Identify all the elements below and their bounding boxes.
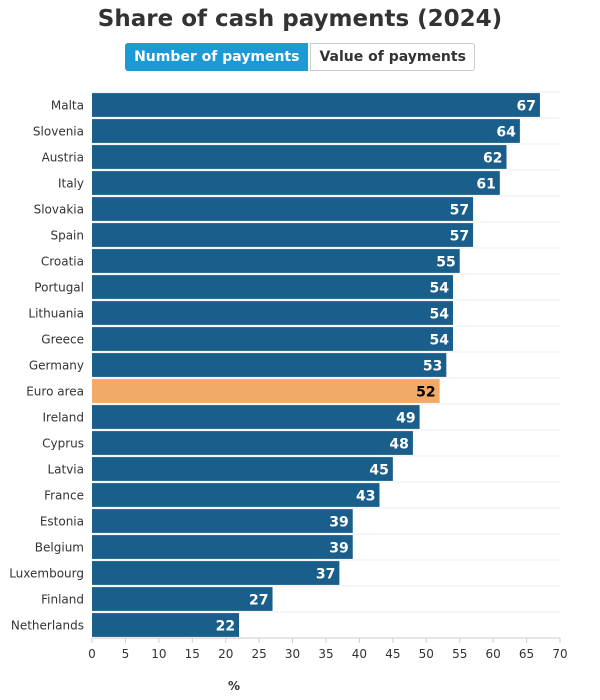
category-label: Cyprus xyxy=(42,437,84,451)
data-label: 57 xyxy=(450,229,469,245)
data-label: 48 xyxy=(389,437,408,453)
data-label: 54 xyxy=(430,281,450,297)
data-label: 55 xyxy=(436,255,455,271)
bar xyxy=(92,249,460,273)
category-label: Lithuania xyxy=(28,307,84,321)
metric-toggle: Number of payments Value of payments xyxy=(0,43,600,71)
data-label: 52 xyxy=(416,385,435,401)
category-label: Latvia xyxy=(47,463,84,477)
data-label: 54 xyxy=(430,333,450,349)
category-label: Austria xyxy=(42,151,84,165)
data-label: 45 xyxy=(369,463,388,479)
data-label: 53 xyxy=(423,359,442,375)
bar xyxy=(92,171,500,195)
bar xyxy=(92,275,454,299)
category-label: Finland xyxy=(41,593,84,607)
category-label: Belgium xyxy=(35,541,84,555)
x-tick-label: 70 xyxy=(552,647,567,661)
x-tick-label: 45 xyxy=(385,647,400,661)
bar xyxy=(92,431,413,455)
data-label: 37 xyxy=(316,567,335,583)
data-label: 39 xyxy=(329,515,348,531)
bar xyxy=(92,197,474,221)
bar xyxy=(92,379,440,403)
category-label: Euro area xyxy=(26,385,84,399)
bar xyxy=(92,353,447,377)
bar xyxy=(92,561,340,585)
x-tick-label: 10 xyxy=(151,647,166,661)
bar xyxy=(92,587,273,611)
x-tick-label: 50 xyxy=(419,647,434,661)
data-label: 62 xyxy=(483,151,502,167)
bar xyxy=(92,93,540,117)
category-label: Portugal xyxy=(34,281,84,295)
category-label: Netherlands xyxy=(11,619,84,633)
x-tick-label: 20 xyxy=(218,647,233,661)
bar xyxy=(92,483,380,507)
category-label: Spain xyxy=(50,229,84,243)
x-tick-label: 30 xyxy=(285,647,300,661)
bar xyxy=(92,145,507,169)
bar xyxy=(92,535,353,559)
category-label: Croatia xyxy=(41,255,84,269)
data-label: 61 xyxy=(476,177,495,193)
category-label: Estonia xyxy=(40,515,84,529)
data-label: 54 xyxy=(430,307,450,323)
category-label: Slovakia xyxy=(34,203,84,217)
data-label: 22 xyxy=(216,619,235,635)
data-label: 57 xyxy=(450,203,469,219)
bar xyxy=(92,457,393,481)
value-of-payments-button[interactable]: Value of payments xyxy=(310,43,475,71)
bar xyxy=(92,223,474,247)
x-axis-label: % xyxy=(228,679,240,693)
x-tick-label: 65 xyxy=(519,647,534,661)
category-label: Greece xyxy=(41,333,84,347)
chart-title: Share of cash payments (2024) xyxy=(97,6,503,32)
data-label: 49 xyxy=(396,411,415,427)
category-label: Malta xyxy=(51,99,84,113)
category-label: France xyxy=(44,489,84,503)
bar xyxy=(92,405,420,429)
bar xyxy=(92,509,353,533)
x-tick-label: 35 xyxy=(318,647,333,661)
data-label: 39 xyxy=(329,541,348,557)
category-label: Italy xyxy=(58,177,84,191)
x-tick-label: 25 xyxy=(252,647,267,661)
data-label: 27 xyxy=(249,593,268,609)
category-label: Ireland xyxy=(42,411,84,425)
x-tick-label: 15 xyxy=(185,647,200,661)
category-label: Slovenia xyxy=(33,125,84,139)
x-tick-label: 40 xyxy=(352,647,367,661)
category-label: Luxembourg xyxy=(9,567,84,581)
category-label: Germany xyxy=(29,359,84,373)
x-tick-label: 60 xyxy=(486,647,501,661)
number-of-payments-button[interactable]: Number of payments xyxy=(125,43,309,71)
bar xyxy=(92,119,520,143)
x-tick-label: 55 xyxy=(452,647,467,661)
data-label: 67 xyxy=(516,99,535,115)
bar xyxy=(92,301,454,325)
x-tick-label: 0 xyxy=(88,647,96,661)
data-label: 64 xyxy=(496,125,516,141)
bar xyxy=(92,327,454,351)
data-label: 43 xyxy=(356,489,375,505)
x-tick-label: 5 xyxy=(122,647,130,661)
bar xyxy=(92,613,240,637)
